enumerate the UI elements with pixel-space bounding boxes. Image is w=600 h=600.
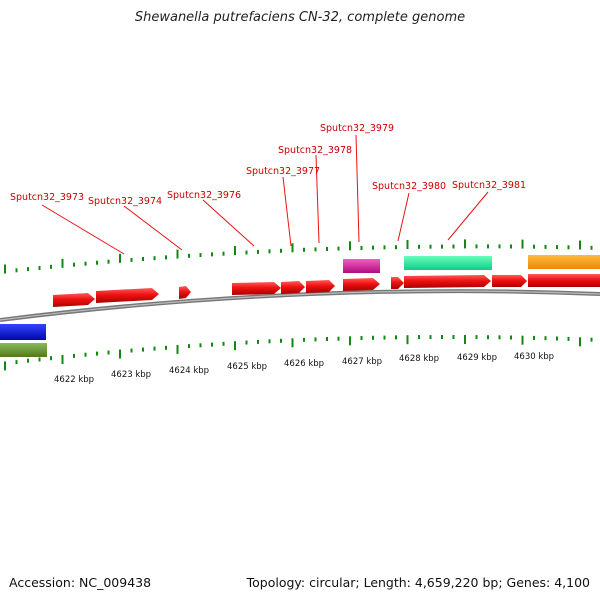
gene-label: Sputcn32_3973 [10,192,84,203]
kbp-label: 4626 kbp [284,359,324,369]
feature-block-orange [528,255,600,269]
gene-arrows [53,274,600,307]
label-leader-lines [41,134,489,255]
feature-block-olive [0,343,47,357]
gene-label: Sputcn32_3980 [372,181,446,192]
kbp-label: 4628 kbp [399,354,439,364]
gene-arrow [96,288,159,303]
kbp-label: 4625 kbp [227,362,267,372]
gene-arrow [343,278,380,291]
gene-label: Sputcn32_3979 [320,123,394,134]
lower-tick-marks [4,335,593,371]
gene-arrow [281,281,305,294]
gene-arrow [492,275,527,287]
feature-block-teal [404,256,492,270]
genome-summary-text: Topology: circular; Length: 4,659,220 bp… [246,575,590,590]
kbp-label: 4629 kbp [457,353,497,363]
gene-arrow [391,277,404,289]
gene-arrow [53,293,95,307]
genome-backbone-highlight [0,290,600,321]
gene-arrow [306,280,335,293]
kbp-label: 4624 kbp [169,366,209,376]
gene-label: Sputcn32_3978 [278,145,352,156]
map-title: Shewanella putrefaciens CN-32, complete … [134,10,466,25]
gene-arrow [179,286,191,299]
kbp-label: 4623 kbp [111,370,151,380]
gene-arrow [528,274,600,287]
accession-text: Accession: NC_009438 [9,575,152,590]
gene-label: Sputcn32_3976 [167,190,241,201]
gene-arrow [232,282,281,295]
gene-label: Sputcn32_3974 [88,196,162,207]
upper-tick-marks [4,239,593,274]
gene-arrow [404,275,491,288]
gene-label: Sputcn32_3981 [452,180,526,191]
kbp-label: 4630 kbp [514,352,554,362]
kbp-label: 4627 kbp [342,357,382,367]
feature-block-magenta [343,259,380,273]
feature-block-blue [0,324,46,340]
kbp-label: 4622 kbp [54,375,94,385]
gene-label: Sputcn32_3977 [246,166,320,177]
